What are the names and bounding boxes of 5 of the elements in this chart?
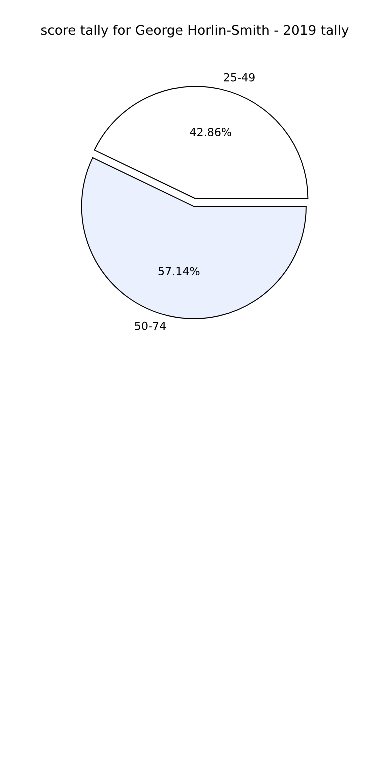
data-label: 57.14% (158, 267, 200, 276)
chart-title: score tally for George Horlin-Smith - 2019 tally (41, 24, 349, 38)
slice-label: 50-74 (135, 322, 166, 330)
data-label: 42.86% (190, 128, 232, 136)
slice-label: 25-49 (224, 73, 255, 82)
